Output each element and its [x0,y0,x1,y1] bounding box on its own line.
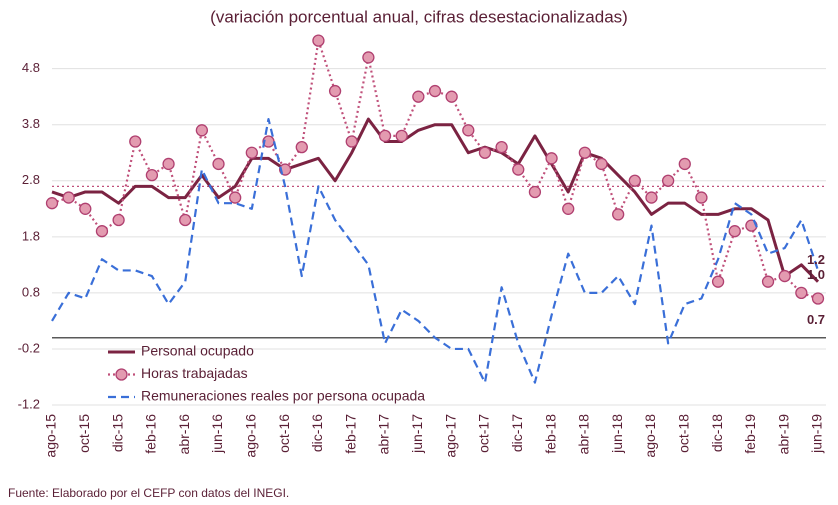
marker [728,225,741,238]
x-tick-label: abr-16 [176,414,192,455]
legend-label: Horas trabajadas [141,365,248,381]
x-tick-label: abr-19 [775,414,791,455]
marker [312,34,325,47]
marker [528,185,542,199]
y-tick-label: 0.8 [22,284,40,299]
marker [62,191,75,204]
marker [578,146,592,159]
x-tick-label: oct-17 [476,414,492,453]
y-tick-label: 2.8 [22,172,40,187]
y-tick-label: -1.2 [18,396,40,411]
marker [478,146,492,159]
x-tick-label: abr-18 [576,414,592,455]
marker [378,129,392,143]
marker [345,135,358,148]
marker [395,129,408,143]
data-label: 1.0 [807,267,825,282]
series-line [51,117,820,283]
x-tick-label: dic-17 [509,414,525,452]
marker [179,213,192,227]
chart-title: (variación porcentual anual, cifras dese… [210,7,628,26]
marker [495,140,508,154]
x-tick-label: jun-19 [809,414,825,454]
x-tick-label: jun-18 [609,414,625,454]
marker [245,146,258,159]
x-tick-label: dic-15 [109,414,125,452]
x-tick-label: ago-18 [642,414,658,458]
x-tick-label: abr-17 [376,414,392,455]
x-tick-label: oct-15 [76,414,92,453]
marker [678,157,691,171]
legend-marker [115,368,128,381]
marker [145,169,159,182]
legend-label: Remuneraciones reales por persona ocupad… [141,388,425,404]
marker [162,157,175,171]
marker [811,292,825,305]
x-tick-label: oct-16 [276,414,292,453]
marker [562,202,575,215]
marker [795,286,808,300]
series-line [51,117,820,384]
marker [95,225,109,238]
marker [79,202,92,215]
x-tick-label: dic-18 [709,414,725,452]
marker [412,90,425,103]
marker [295,140,308,154]
x-tick-label: ago-16 [243,414,259,458]
x-tick-label: ago-15 [43,414,59,458]
x-tick-label: feb-17 [342,414,358,454]
marker [612,208,625,221]
x-tick-label: jun-16 [209,414,225,454]
marker [462,124,475,137]
marker [445,90,458,103]
marker [628,174,641,187]
source-note: Fuente: Elaborado por el CEFP con datos … [8,486,289,500]
marker [595,157,608,171]
marker [695,191,708,204]
y-tick-label: 1.8 [22,228,40,243]
marker [661,174,675,187]
marker [328,84,342,98]
y-tick-label: 4.8 [22,60,40,75]
x-tick-label: jun-17 [409,414,425,454]
x-tick-label: ago-17 [442,414,458,458]
x-tick-label: oct-18 [675,414,691,453]
marker [112,213,125,227]
y-tick-label: 3.8 [22,116,40,131]
marker [212,157,225,171]
marker [512,163,525,176]
marker [362,51,375,64]
x-tick-label: feb-16 [143,414,159,454]
legend-label: Personal ocupado [141,343,254,359]
x-tick-label: dic-16 [309,414,325,452]
marker [129,135,142,148]
marker [645,191,658,204]
marker [428,84,442,98]
data-label: 0.7 [807,312,825,327]
marker [195,124,209,137]
marker [545,152,558,165]
marker [229,191,242,204]
y-tick-label: -0.2 [18,340,40,355]
x-tick-label: feb-18 [542,414,558,454]
x-tick-label: feb-19 [742,414,758,454]
data-label: 1.2 [807,252,825,267]
marker [778,269,791,283]
marker [761,275,775,288]
marker [711,275,725,288]
marker [45,197,59,210]
